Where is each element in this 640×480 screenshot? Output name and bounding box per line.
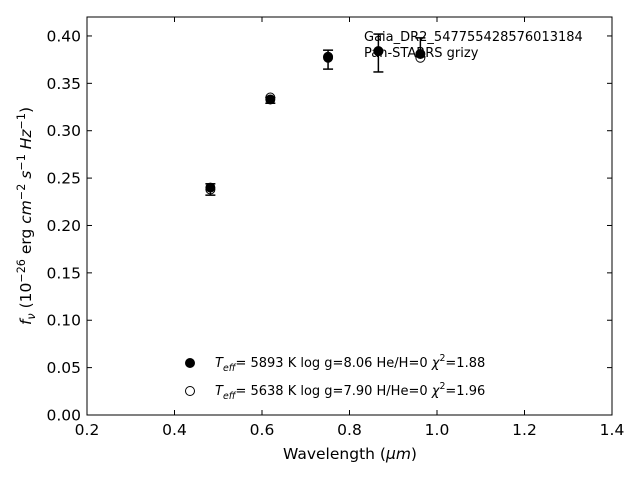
y-tick-label: 0.35 <box>46 75 81 93</box>
object-name-annotation: Gaia_DR2_547755428576013184 <box>364 30 583 45</box>
legend-label-model-2: Teff= 5638 K log g=7.90 H/He=0 χ2=1.96 <box>215 381 485 402</box>
legend: Teff= 5893 K log g=8.06 He/H=0 χ2=1.88 T… <box>185 353 485 402</box>
point-model-1 <box>205 182 216 193</box>
point-model-2 <box>205 184 216 195</box>
x-tick-label: 0.2 <box>75 421 100 439</box>
point-model-1 <box>415 48 426 59</box>
x-tick-label: 0.6 <box>250 421 275 439</box>
x-tick-label: 1.2 <box>512 421 537 439</box>
y-tick-label: 0.20 <box>46 217 81 235</box>
y-tick-label: 0.40 <box>46 27 81 45</box>
y-tick-label: 0.10 <box>46 312 81 330</box>
x-axis-label: Wavelength (μm) <box>283 445 417 463</box>
y-tick-label: 0.30 <box>46 122 81 140</box>
point-model-2 <box>265 92 276 103</box>
y-tick-label: 0.05 <box>46 359 81 377</box>
x-tick-label: 0.4 <box>162 421 187 439</box>
point-model-2 <box>373 46 384 57</box>
x-tick-label: 0.8 <box>337 421 362 439</box>
x-tick-label: 1.4 <box>600 421 625 439</box>
y-axis-label: fν (10−26 erg cm−2 s−1 Hz−1) <box>15 107 38 325</box>
y-tick-label: 0.00 <box>46 407 81 425</box>
data-points <box>205 46 426 195</box>
point-model-1 <box>265 94 276 105</box>
legend-marker-open <box>185 386 195 396</box>
x-tick-label: 1.0 <box>425 421 450 439</box>
legend-marker-filled <box>185 358 195 368</box>
y-tick-label: 0.25 <box>46 170 81 188</box>
y-tick-label: 0.15 <box>46 264 81 282</box>
legend-label-model-1: Teff= 5893 K log g=8.06 He/H=0 χ2=1.88 <box>215 353 485 374</box>
point-model-2 <box>415 52 426 63</box>
survey-annotation: Pan-STARRS grizy <box>364 46 479 61</box>
point-model-2 <box>323 51 334 62</box>
axis-ticks: 0.2 0.4 0.6 0.8 1.0 1.2 1.4 0.00 0.05 0.10 0.15 0.2… <box>46 17 624 439</box>
